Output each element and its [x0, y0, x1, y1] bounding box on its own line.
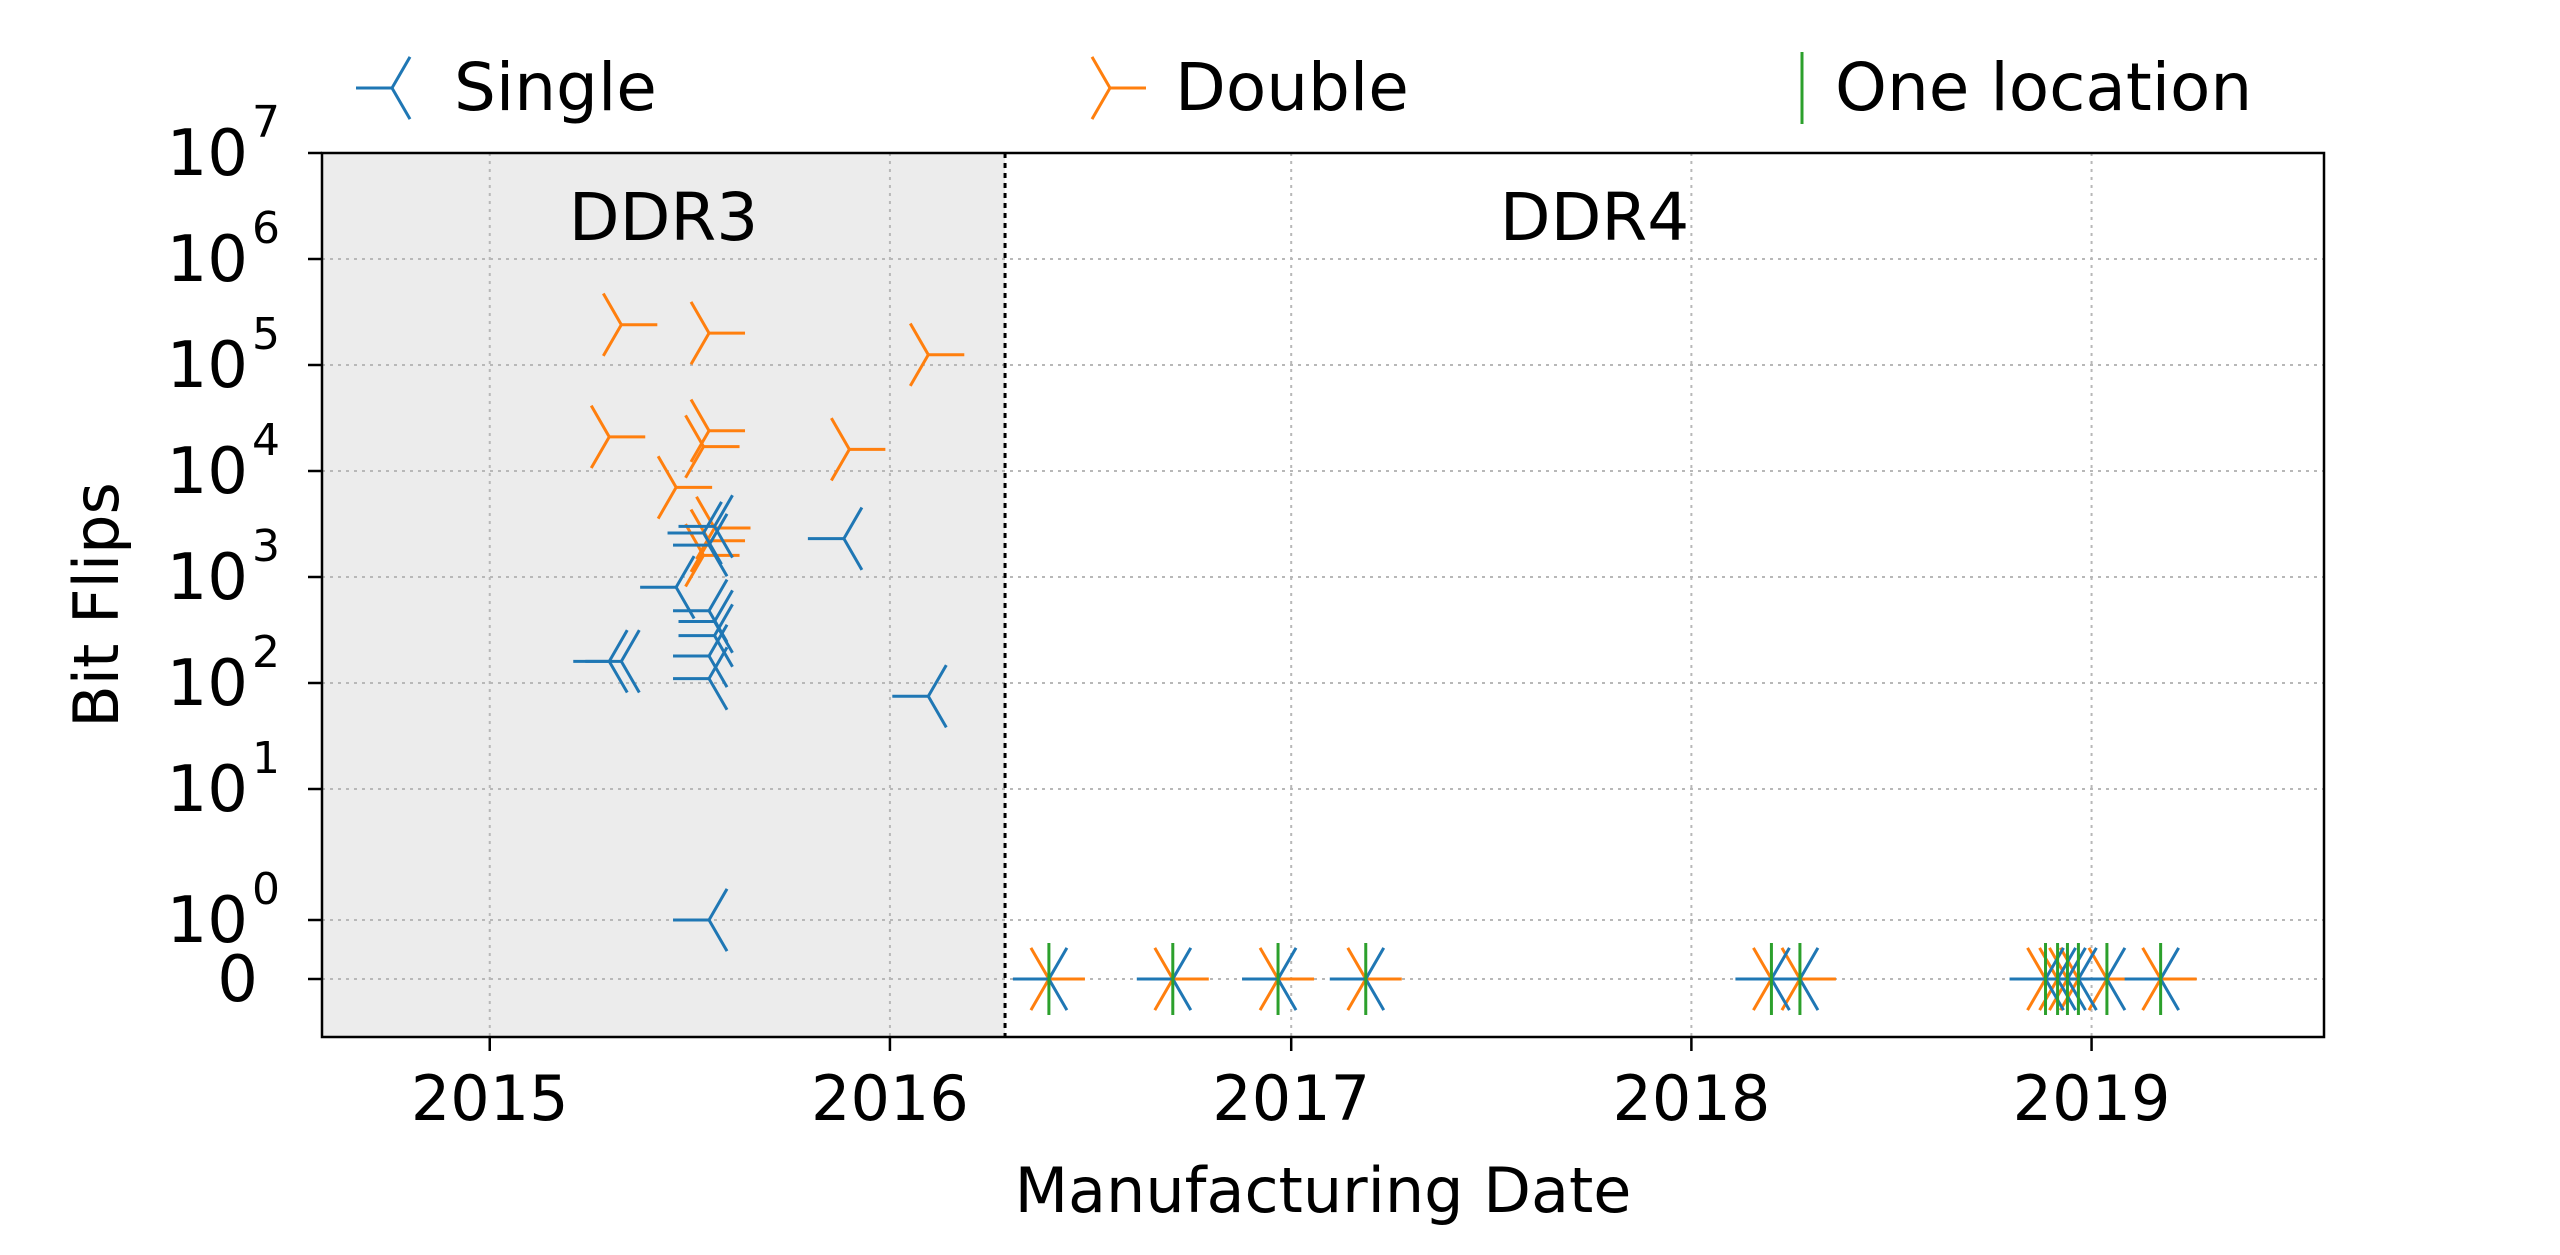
y-tick-exponent: 5	[252, 309, 280, 360]
region-ddr4	[1005, 153, 2324, 1037]
data-point-single	[1012, 947, 1069, 1011]
y-tick-exponent: 7	[252, 97, 280, 148]
data-point-double	[830, 417, 886, 482]
y-tick-label: 10	[167, 329, 248, 403]
data-point-double	[589, 404, 646, 469]
data-point-double	[689, 398, 746, 463]
legend-item-double: Double	[1090, 49, 1409, 126]
x-tick-label: 2018	[1612, 1062, 1770, 1135]
legend-label: Single	[454, 49, 657, 126]
x-tick-label: 2015	[411, 1062, 569, 1135]
legend-marker	[1090, 56, 1146, 120]
data-point-single	[673, 646, 729, 711]
data-point-single	[673, 888, 729, 952]
y-tick-exponent: 6	[252, 203, 280, 254]
data-point-single	[585, 629, 641, 694]
data-point-single	[640, 555, 696, 620]
data-point-single	[2124, 947, 2180, 1011]
data-point-single	[1242, 947, 1298, 1011]
x-axis-label: Manufacturing Date	[1015, 1154, 1632, 1227]
legend-marker	[356, 56, 412, 120]
y-tick-exponent: 4	[252, 415, 280, 466]
y-tick-label: 10	[167, 223, 248, 297]
y-tick-label: 10	[167, 541, 248, 615]
data-point-double	[684, 523, 740, 588]
data-point-single	[892, 664, 948, 729]
data-point-double	[1346, 947, 1402, 1011]
x-tick-label: 2017	[1212, 1062, 1370, 1135]
legend-label: One location	[1835, 49, 2252, 126]
region-label-ddr3: DDR3	[569, 179, 759, 256]
legend-item-single: Single	[356, 49, 657, 126]
y-tick-label: 10	[167, 117, 248, 191]
legend: Single Double One location	[356, 49, 2252, 126]
data-point-double	[689, 301, 746, 366]
data-point-single	[673, 513, 729, 578]
y-tick-exponent: 0	[252, 864, 280, 915]
y-tick-exponent: 2	[252, 627, 280, 678]
data-point-double	[602, 292, 658, 357]
legend-label: Double	[1175, 49, 1409, 126]
region-ddr3	[322, 153, 1006, 1037]
y-tick-label: 0	[217, 943, 258, 1017]
data-point-single	[1136, 947, 1193, 1011]
data-point-single	[678, 494, 734, 559]
region-layer: DDR3 DDR4	[322, 153, 2324, 1037]
data-point-single	[807, 506, 864, 571]
x-axis-ticks: 2015 2016 2017 2018 2019	[411, 1037, 2171, 1135]
y-tick-label: 10	[167, 435, 248, 509]
x-tick-label: 2016	[811, 1062, 969, 1135]
points-layer	[573, 292, 2197, 1015]
x-tick-label: 2019	[2013, 1062, 2171, 1135]
y-axis-label: Bit Flips	[60, 482, 133, 728]
y-tick-exponent: 1	[252, 733, 280, 784]
plot-frame	[320, 151, 2326, 1039]
data-point-single	[673, 624, 729, 688]
data-point-double	[909, 322, 965, 387]
y-tick-label: 10	[167, 647, 248, 721]
data-point-double	[1153, 947, 1209, 1011]
legend-item-one-location: One location	[1800, 49, 2252, 126]
data-point-single	[678, 589, 734, 654]
y-tick-exponent: 3	[252, 521, 280, 572]
data-point-double	[1029, 947, 1085, 1011]
region-label-ddr4: DDR4	[1500, 179, 1690, 256]
data-point-double	[1258, 947, 1315, 1011]
data-point-double	[2141, 947, 2197, 1011]
y-tick-label: 10	[167, 884, 248, 958]
data-point-single	[1329, 947, 1386, 1011]
data-point-double	[684, 414, 740, 479]
y-tick-label: 10	[167, 753, 248, 827]
data-point-double	[656, 455, 713, 520]
